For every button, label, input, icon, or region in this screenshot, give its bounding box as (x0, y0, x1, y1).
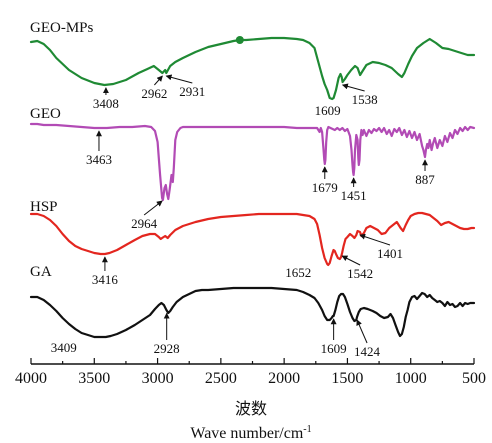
x-tick-label-2500: 2500 (205, 370, 237, 387)
annotation-arrow (356, 319, 368, 344)
annotation-label-geo-3463: 3463 (86, 152, 112, 167)
series-label-geo: GEO (30, 106, 61, 122)
series-line-geo (29, 122, 476, 202)
x-tick-label-3500: 3500 (78, 370, 110, 387)
annotation-arrow (154, 75, 163, 86)
series-line-hsp (29, 211, 476, 267)
annotation-arrow (143, 200, 163, 216)
annotation-label-ga-3409: 3409 (51, 340, 77, 355)
annotation-label-geo-mps-1609: 1609 (315, 103, 341, 118)
annotation-label-geo-mps-2931: 2931 (179, 84, 205, 99)
annotation-arrow (359, 233, 391, 246)
x-tick-label-2000: 2000 (268, 370, 300, 387)
annotation-label-geo-2964: 2964 (131, 216, 158, 231)
annotation-label-geo-887: 887 (415, 172, 435, 187)
series-label-geo-mps: GEO-MPs (30, 20, 94, 36)
series-marker-geo-mps (235, 36, 244, 44)
annotation-label-ga-1424: 1424 (354, 344, 381, 359)
series-layer: GEO-MPs GEO HSP GA (29, 20, 476, 339)
annotation-arrow (341, 83, 365, 92)
annotation-label-geo-mps-2962: 2962 (141, 86, 167, 101)
annotation-label-hsp-1542: 1542 (347, 266, 373, 281)
x-tick-label-3000: 3000 (142, 370, 174, 387)
annotation-arrow (165, 74, 193, 84)
annotation-label-hsp-1652: 1652 (285, 265, 311, 280)
annotation-label-geo-1451: 1451 (341, 188, 367, 203)
series-line-ga (29, 286, 476, 339)
annotation-label-ga-1609: 1609 (321, 341, 347, 356)
annotation-label-hsp-3416: 3416 (92, 272, 119, 287)
x-axis-label-secondary: Wave number/cm-1 (190, 424, 311, 442)
series-line-geo-mps (29, 36, 476, 101)
annotation-label-hsp-1401: 1401 (377, 246, 403, 261)
x-tick-label-1500: 1500 (331, 370, 363, 387)
annotation-arrow (341, 255, 361, 266)
x-tick-label-500: 500 (462, 370, 486, 387)
x-axis-label-unit: Wave number/cm (190, 425, 303, 442)
x-axis-label-superscript: -1 (303, 424, 311, 435)
annotation-label-geo-1679: 1679 (312, 180, 338, 195)
annotation-label-geo-mps-1538: 1538 (352, 92, 378, 107)
x-tick-label-1000: 1000 (395, 370, 427, 387)
x-axis-label-primary: 波数 (235, 400, 267, 418)
series-label-ga: GA (30, 264, 52, 280)
annotation-label-ga-2928: 2928 (154, 341, 180, 356)
series-label-hsp: HSP (30, 199, 58, 215)
x-axis: 4000 3500 3000 2500 2000 1500 1000 500 (15, 358, 486, 387)
annotation-label-geo-mps-3408: 3408 (93, 96, 119, 111)
x-tick-label-4000: 4000 (15, 370, 47, 387)
